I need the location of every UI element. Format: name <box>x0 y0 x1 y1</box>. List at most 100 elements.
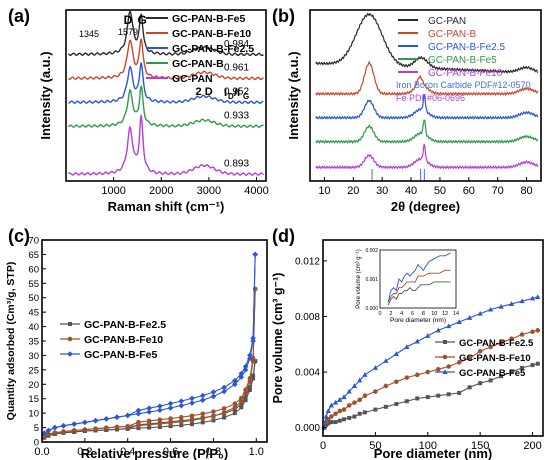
data-point <box>41 433 47 439</box>
data-point <box>456 319 462 325</box>
x-tick-label: 4000 <box>244 185 268 197</box>
data-point <box>93 426 98 432</box>
x-tick-label: 0.6 <box>163 446 178 458</box>
x-tick-label: 0 <box>320 440 326 452</box>
x-tick-label: 150 <box>471 440 489 452</box>
y-tick-label: 30 <box>28 351 39 362</box>
data-point <box>499 374 504 379</box>
data-point <box>404 344 410 350</box>
x-tick-label: 0.4 <box>120 446 135 458</box>
legend-label: GC-PAN-B-Fe2.5 <box>459 338 534 349</box>
data-point <box>243 390 248 396</box>
data-point <box>393 351 399 356</box>
peak-pos-label: 1579 <box>118 27 138 37</box>
inset-line <box>387 252 451 303</box>
data-point <box>243 398 248 403</box>
data-point <box>435 366 441 372</box>
data-point <box>200 416 206 421</box>
inset-line <box>387 269 451 303</box>
legend-label: GC-PAN <box>428 16 466 27</box>
data-point <box>157 424 162 429</box>
panel-label: (c) <box>8 226 30 246</box>
data-point <box>71 421 77 427</box>
data-point <box>383 404 388 409</box>
reference-label: Iron Boron Carbide PDF#12-0570 <box>396 80 531 90</box>
ratio-header: D <box>228 92 234 101</box>
data-point <box>324 422 329 427</box>
ratio-header: I <box>224 87 227 99</box>
data-point <box>199 397 206 403</box>
data-point <box>477 310 483 316</box>
legend-label: GC-PAN-B <box>428 29 476 40</box>
data-point <box>478 381 483 386</box>
y-tick-label: 35 <box>28 337 39 348</box>
y-tick-label: 50 <box>28 293 39 304</box>
data-point <box>221 406 227 411</box>
data-point <box>341 407 347 412</box>
inset-x-tick-label: 0 <box>378 311 381 317</box>
data-point <box>337 397 343 402</box>
data-point <box>250 338 256 344</box>
x-tick-label: 50 <box>434 185 446 197</box>
panel-a: 0.984 0.961 0.952 0.933 0.893 1000 2000 3000 400… <box>8 6 269 214</box>
inset-line <box>387 281 451 306</box>
data-point <box>221 388 227 395</box>
data-point <box>425 333 431 338</box>
inset-x-tick-label: 10 <box>431 311 437 317</box>
data-point <box>238 374 245 380</box>
data-point <box>157 403 163 409</box>
data-point <box>337 408 343 414</box>
data-point <box>467 385 472 390</box>
legend-label: GC-PAN-B-Fe2.5 <box>172 43 254 55</box>
data-point <box>394 379 399 385</box>
legend-label: GC-PAN-B <box>172 58 224 70</box>
y-tick-label: 70 <box>28 236 39 247</box>
data-point <box>189 413 195 419</box>
x-tick-label: 3000 <box>197 185 221 197</box>
pattern-line <box>315 12 539 74</box>
data-point <box>178 398 185 404</box>
data-point <box>529 295 536 301</box>
data-point <box>362 372 368 377</box>
data-point <box>60 423 67 429</box>
x-tick-label: 40 <box>405 185 417 197</box>
x-tick-label: 60 <box>463 185 475 197</box>
spectrum-line <box>67 114 264 176</box>
data-point <box>446 323 452 329</box>
panel-c: 0.0 0.2 0.4 0.6 0.8 1.0 0 5 10 15 20 25 30 35 40 45 50 55… <box>5 226 264 460</box>
data-point <box>168 424 173 429</box>
data-point <box>200 411 206 417</box>
data-point <box>247 388 252 393</box>
plot-frame <box>41 239 268 443</box>
legend-label: GC-PAN-B-Fe10 <box>172 28 251 40</box>
y-axis-label: Pore volume (cm³ g⁻¹) <box>271 273 285 404</box>
y-tick-label: 0.012 <box>295 256 320 267</box>
peak-label-g: G <box>138 13 147 27</box>
inset-y-tick-label: 0.000 <box>365 306 378 312</box>
x-tick-label: 70 <box>492 185 504 197</box>
data-point <box>520 365 525 370</box>
spectrum-line <box>67 10 264 57</box>
data-point <box>232 377 238 384</box>
x-tick-label: 0.2 <box>77 446 92 458</box>
data-point <box>238 395 244 401</box>
y-tick-label: 40 <box>28 322 39 333</box>
data-point <box>157 417 163 422</box>
y-tick-label: 0.008 <box>295 312 320 323</box>
distribution-line <box>323 363 538 429</box>
inset-x-axis-label: Pore diameter (nm) <box>390 317 446 324</box>
data-point <box>325 408 331 413</box>
inset-y-axis-label: Pore volume (cm³ g⁻¹) <box>356 249 362 309</box>
data-point <box>239 401 244 406</box>
data-point <box>136 426 141 431</box>
y-tick-label: 10 <box>28 409 39 420</box>
data-point <box>238 370 245 377</box>
data-point <box>357 377 363 383</box>
data-point <box>82 427 88 432</box>
x-tick-label: 1.0 <box>249 446 264 458</box>
data-point <box>71 428 77 433</box>
plot-frame <box>65 9 267 182</box>
x-tick-label: 20 <box>347 185 359 197</box>
data-point <box>210 389 217 395</box>
y-tick-label: 45 <box>28 308 39 319</box>
